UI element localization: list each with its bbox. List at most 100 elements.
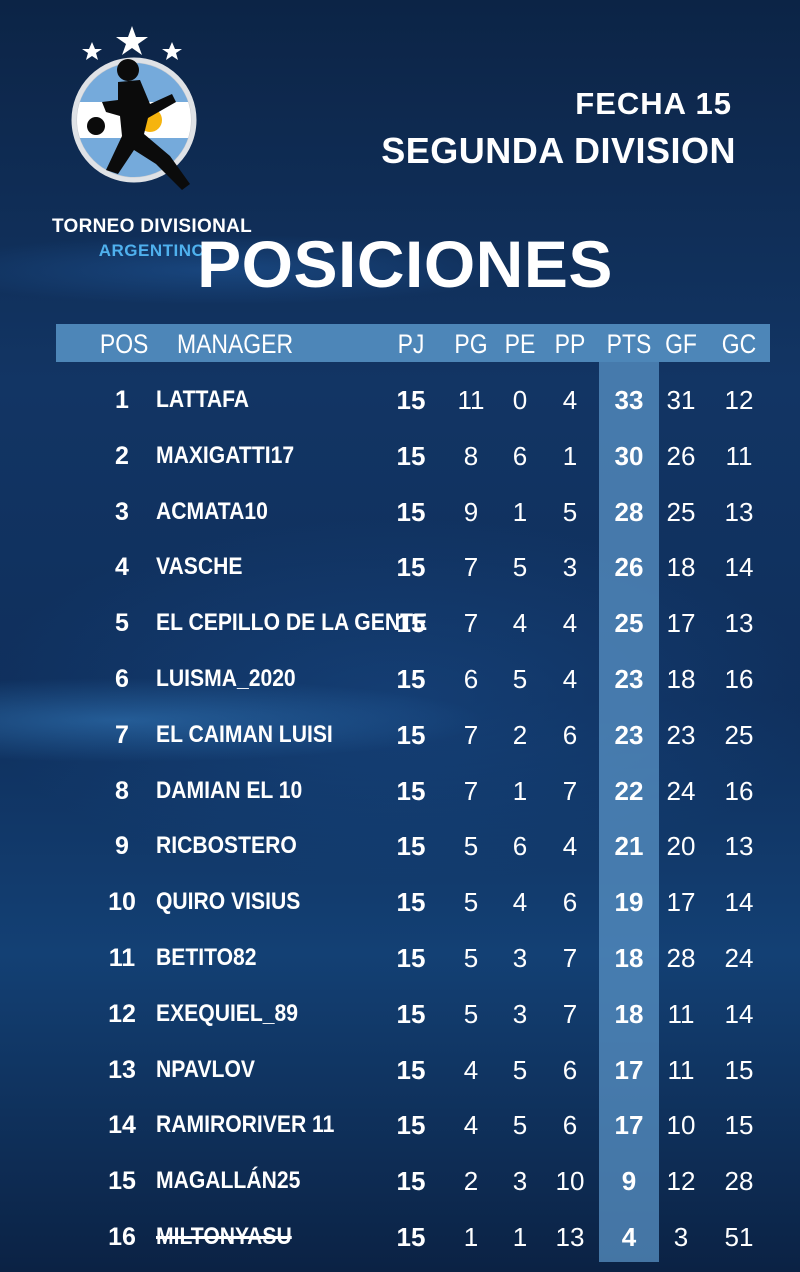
cell-pe: 6 xyxy=(512,831,528,862)
cell-pos: 14 xyxy=(108,1111,136,1140)
cell-manager: LUISMA_2020 xyxy=(156,665,296,692)
cell-pj: 15 xyxy=(396,496,426,527)
cell-gf: 18 xyxy=(666,552,696,583)
cell-gc: 51 xyxy=(724,1222,754,1252)
table-row: 13 NPAVLOV 15 4 5 6 17 11 15 xyxy=(0,1042,800,1098)
cell-manager: MAGALLÁN25 xyxy=(156,1167,301,1195)
tournament-logo: TORNEO DIVISIONAL ARGENTINO xyxy=(22,24,252,260)
cell-pts: 23 xyxy=(614,719,644,750)
cell-gc: 16 xyxy=(724,664,754,694)
cell-pts: 28 xyxy=(614,496,644,527)
cell-manager: DAMIAN EL 10 xyxy=(156,776,303,804)
cell-gc: 13 xyxy=(724,496,754,527)
cell-pj: 15 xyxy=(396,1222,426,1252)
cell-pos: 7 xyxy=(115,720,129,749)
cell-manager: LATTAFA xyxy=(156,386,250,413)
cell-pg: 7 xyxy=(463,608,479,639)
cell-manager: EL CEPILLO DE LA GENTE xyxy=(156,609,428,637)
cell-pos: 15 xyxy=(108,1167,136,1196)
cell-gc: 28 xyxy=(724,1166,754,1197)
cell-pe: 3 xyxy=(512,943,528,973)
cell-pg: 5 xyxy=(463,831,479,862)
cell-gf: 3 xyxy=(673,1222,689,1252)
cell-gc: 14 xyxy=(724,887,754,918)
cell-manager: ACMATA10 xyxy=(156,497,268,525)
logo-subtitle: ARGENTINO xyxy=(98,241,206,260)
cell-pj: 15 xyxy=(396,552,426,583)
cell-pg: 11 xyxy=(457,385,485,415)
logo-title: TORNEO DIVISIONAL xyxy=(51,216,253,237)
cell-pp: 13 xyxy=(555,1222,585,1252)
cell-gc: 25 xyxy=(724,719,754,750)
cell-pe: 5 xyxy=(512,1110,528,1141)
table-row: 7 EL CAIMAN LUISI 15 7 2 6 23 23 25 xyxy=(0,707,800,763)
cell-pts: 18 xyxy=(614,943,644,973)
cell-pe: 5 xyxy=(512,552,528,583)
cell-pos: 2 xyxy=(115,441,129,470)
cell-pg: 7 xyxy=(463,552,479,583)
cell-pts: 4 xyxy=(621,1222,637,1252)
cell-gf: 18 xyxy=(666,664,696,694)
cell-pj: 15 xyxy=(396,1054,426,1085)
cell-pg: 5 xyxy=(463,887,479,918)
column-header-pp: PP xyxy=(554,329,586,359)
cell-gf: 11 xyxy=(667,998,695,1029)
cell-pg: 7 xyxy=(463,775,479,806)
table-header-bar xyxy=(56,324,770,362)
cell-pj: 15 xyxy=(396,440,426,471)
cell-gf: 10 xyxy=(666,1110,696,1141)
cell-pe: 1 xyxy=(512,496,528,527)
cell-gc: 12 xyxy=(724,385,754,415)
cell-pts: 17 xyxy=(614,1054,644,1085)
cell-pts: 21 xyxy=(614,831,644,862)
cell-pg: 5 xyxy=(463,998,479,1029)
cell-pts: 25 xyxy=(614,608,644,639)
table-row: 11 BETITO82 15 5 3 7 18 28 24 xyxy=(0,930,800,986)
cell-gf: 26 xyxy=(666,440,696,471)
cell-pg: 8 xyxy=(463,440,479,471)
column-header-pe: PE xyxy=(504,329,536,359)
cell-pp: 6 xyxy=(562,887,578,918)
column-header-gf: GF xyxy=(665,329,697,359)
cell-pg: 7 xyxy=(463,719,479,750)
cell-pe: 3 xyxy=(512,998,528,1029)
cell-gc: 11 xyxy=(725,440,753,471)
column-header-manager: MANAGER xyxy=(177,329,294,359)
cell-gc: 24 xyxy=(724,943,754,973)
cell-gf: 20 xyxy=(666,831,696,862)
cell-pos: 5 xyxy=(115,609,129,638)
star-icon xyxy=(116,26,148,55)
table-row: 12 EXEQUIEL_89 15 5 3 7 18 11 14 xyxy=(0,986,800,1042)
cell-pts: 26 xyxy=(614,552,644,583)
cell-manager: EL CAIMAN LUISI xyxy=(156,720,333,748)
cell-pg: 2 xyxy=(463,1166,479,1197)
cell-pp: 1 xyxy=(562,440,578,471)
cell-pos: 10 xyxy=(108,888,136,917)
cell-manager: EXEQUIEL_89 xyxy=(156,999,299,1027)
cell-pe: 6 xyxy=(512,440,528,471)
cell-gf: 23 xyxy=(666,719,696,750)
cell-pg: 6 xyxy=(463,664,479,694)
cell-pp: 6 xyxy=(562,1110,578,1141)
cell-pos: 13 xyxy=(108,1055,136,1084)
cell-gf: 12 xyxy=(666,1166,696,1197)
cell-pj: 15 xyxy=(396,998,426,1029)
cell-gf: 25 xyxy=(666,496,696,527)
logo-emblem-icon xyxy=(71,26,197,190)
cell-manager: MAXIGATTI17 xyxy=(156,441,295,469)
cell-pp: 6 xyxy=(562,719,578,750)
cell-pg: 4 xyxy=(463,1110,479,1141)
cell-pj: 15 xyxy=(396,887,426,918)
cell-manager: BETITO82 xyxy=(156,944,257,971)
cell-gf: 17 xyxy=(666,887,696,918)
cell-manager: RICBOSTERO xyxy=(156,832,297,860)
cell-pos: 1 xyxy=(115,386,129,414)
cell-manager: NPAVLOV xyxy=(156,1055,255,1083)
cell-gc: 13 xyxy=(724,831,754,862)
cell-pts: 19 xyxy=(614,887,644,918)
cell-pj: 15 xyxy=(396,1166,426,1197)
cell-manager: MILTONYASU xyxy=(156,1223,292,1250)
cell-gc: 16 xyxy=(724,775,754,806)
table-row: 3 ACMATA10 15 9 1 5 28 25 13 xyxy=(0,484,800,540)
